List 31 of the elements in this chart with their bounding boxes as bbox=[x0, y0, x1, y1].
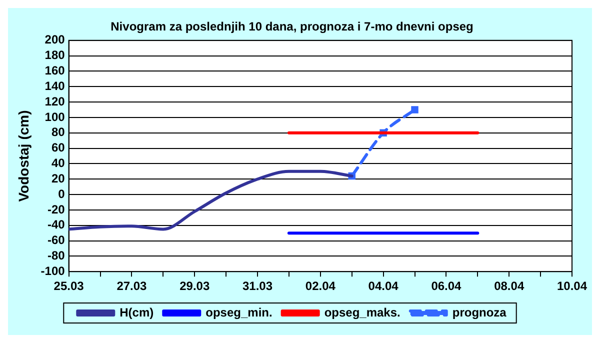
y-tick-label: 0 bbox=[58, 186, 66, 201]
x-tick-label: 31.03 bbox=[242, 279, 273, 294]
y-tick-label: 20 bbox=[51, 171, 66, 186]
y-tick-label: -100 bbox=[40, 264, 66, 278]
y-tick-label: 120 bbox=[44, 94, 66, 108]
y-tick-label: -20 bbox=[47, 202, 66, 216]
y-tick-label: 180 bbox=[44, 48, 66, 62]
y-tick-label: -80 bbox=[47, 248, 66, 262]
chart-title: Nivogram za poslednjih 10 dana, prognoza i 7-mo dnevni opseg bbox=[110, 20, 474, 34]
y-tick-label: 160 bbox=[44, 64, 66, 78]
y-tick-label: -40 bbox=[47, 218, 66, 232]
y-axis-title: Vodostaj (cm) bbox=[15, 110, 32, 202]
y-tick-label: 80 bbox=[51, 125, 66, 140]
y-tick-label: 60 bbox=[51, 140, 66, 155]
y-tick-label: 100 bbox=[44, 110, 66, 124]
x-tick-label: 08.04 bbox=[494, 279, 524, 294]
legend-label: opseg_maks. bbox=[324, 305, 400, 320]
y-tick-label: 200 bbox=[44, 32, 66, 47]
y-tick-label: 40 bbox=[51, 156, 66, 170]
x-tick-label: 04.04 bbox=[368, 279, 399, 294]
x-tick-label: 25.03 bbox=[54, 279, 84, 294]
y-tick-label: -60 bbox=[47, 233, 66, 248]
x-tick-label: 27.03 bbox=[116, 279, 148, 294]
x-tick-label: 10.04 bbox=[556, 279, 588, 294]
legend-label: opseg_min. bbox=[206, 305, 272, 320]
legend-label: prognoza bbox=[452, 305, 507, 320]
x-tick-label: 06.04 bbox=[431, 279, 462, 294]
y-tick-label: 140 bbox=[44, 78, 66, 93]
x-tick-label: 29.03 bbox=[180, 279, 210, 294]
legend-label: H(cm) bbox=[120, 305, 154, 320]
x-tick-label: 02.04 bbox=[305, 279, 336, 294]
